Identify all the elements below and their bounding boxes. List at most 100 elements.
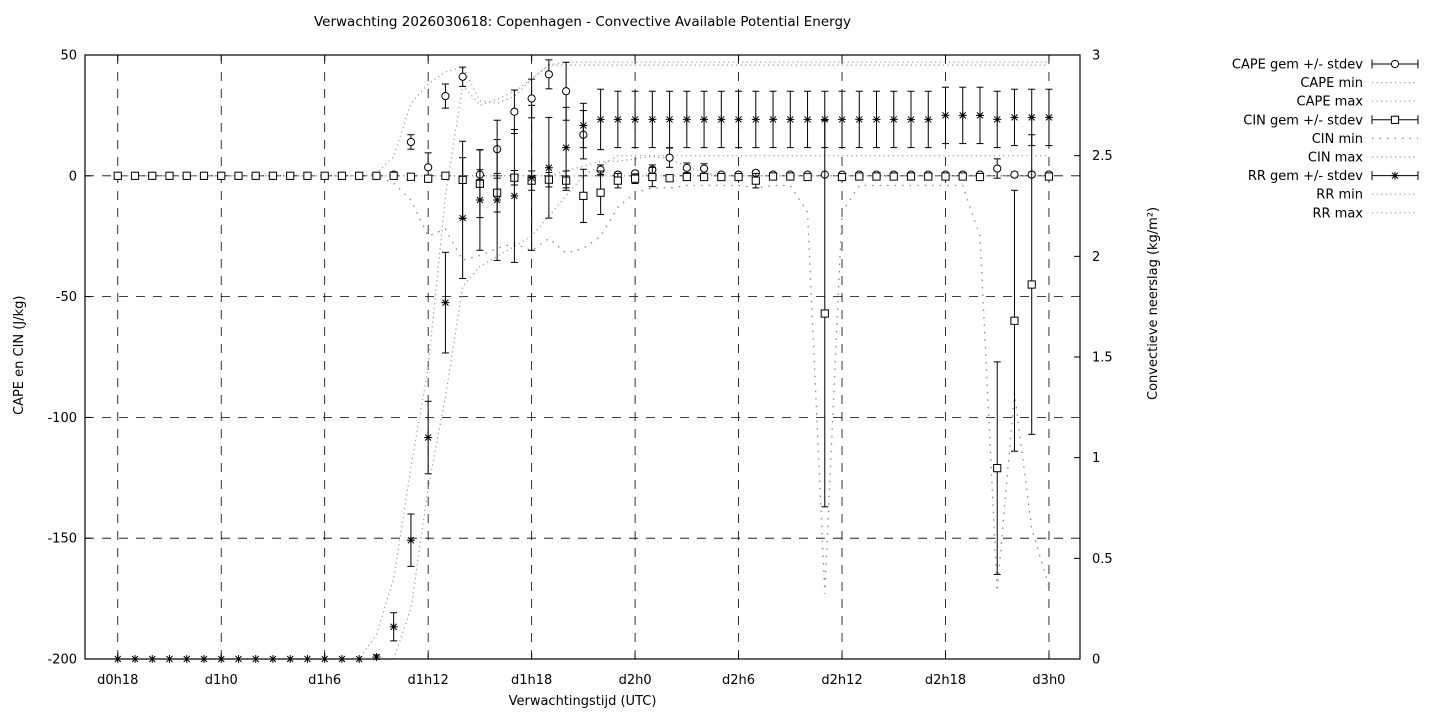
legend-entry: CAPE gem +/- stdev: [1232, 58, 1419, 73]
x-axis-label: Verwachtingstijd (UTC): [508, 694, 657, 709]
star-marker: [975, 111, 984, 120]
y-right-tick-label: 1: [1092, 451, 1100, 466]
y-right-tick-label: 3: [1092, 49, 1100, 64]
y-right-tick-label: 0.5: [1092, 552, 1113, 567]
x-tick-label: d1h0: [205, 673, 238, 688]
x-tick-label: d2h18: [925, 673, 966, 688]
legend-label: CIN min: [1312, 132, 1363, 147]
legend-entry: CIN min: [1312, 132, 1418, 147]
legend-entry: RR gem +/- stdev: [1248, 169, 1419, 184]
grid: [85, 55, 1080, 659]
star-marker: [734, 115, 743, 124]
legend-entry: CAPE min: [1300, 76, 1418, 91]
star-marker: [493, 195, 502, 204]
square-marker: [1027, 280, 1036, 289]
y-left-tick-label: -150: [47, 532, 77, 547]
star-marker: [993, 115, 1002, 124]
star-marker: [700, 115, 709, 124]
square-marker: [182, 171, 191, 180]
star-marker: [838, 115, 847, 124]
series-cape_max: [117, 61, 1049, 177]
star-marker: [786, 115, 795, 124]
legend-label: CAPE gem +/- stdev: [1232, 58, 1363, 73]
legend-label: CAPE min: [1300, 76, 1363, 91]
star-marker: [562, 143, 571, 152]
square-marker: [820, 309, 829, 318]
square-marker: [751, 176, 760, 185]
star-marker: [665, 115, 674, 124]
legend-label: RR gem +/- stdev: [1248, 169, 1363, 184]
y-left-tick-label: -200: [47, 653, 77, 668]
square-marker: [630, 174, 640, 183]
star-marker: [458, 214, 467, 223]
square-marker: [734, 172, 743, 182]
chart-title: Verwachting 2026030618: Copenhagen - Con…: [313, 14, 852, 30]
square-marker: [596, 188, 605, 197]
star-marker: [510, 191, 519, 200]
axes: [84, 54, 1081, 660]
star-marker: [372, 652, 381, 661]
square-marker: [717, 172, 726, 182]
square-marker: [648, 172, 657, 182]
square-marker: [958, 172, 967, 181]
square-marker: [889, 172, 898, 181]
star-marker: [769, 115, 778, 124]
square-marker: [768, 172, 778, 181]
circle-marker: [424, 163, 433, 172]
circle-marker: [562, 87, 571, 96]
star-marker: [958, 111, 967, 120]
square-marker: [148, 171, 157, 180]
square-marker: [251, 171, 260, 180]
star-marker: [527, 173, 536, 182]
legend-label: RR min: [1316, 188, 1363, 203]
circle-marker: [544, 70, 553, 79]
star-marker: [441, 298, 450, 307]
square-marker: [786, 172, 795, 181]
star-marker: [475, 195, 484, 204]
star-marker: [631, 115, 640, 124]
y-right-tick-label: 2: [1092, 250, 1100, 265]
star-marker: [941, 111, 950, 120]
star-marker: [544, 163, 553, 172]
square-marker: [217, 171, 226, 180]
square-marker: [699, 172, 709, 182]
circle-marker: [682, 163, 691, 172]
circle-marker: [458, 72, 467, 81]
legend-entry: CAPE max: [1297, 95, 1418, 110]
square-marker: [1010, 316, 1019, 325]
star-marker: [1010, 113, 1019, 122]
star-marker: [924, 115, 933, 124]
square-marker: [355, 171, 364, 180]
circle-marker: [993, 164, 1002, 173]
legend-label: RR max: [1312, 206, 1363, 221]
legend-entry: RR min: [1316, 188, 1418, 203]
star-marker: [907, 115, 916, 124]
square-marker: [924, 172, 933, 181]
y-right-tick-label: 2.5: [1092, 149, 1113, 164]
circle-marker: [699, 164, 709, 173]
star-marker: [613, 115, 622, 124]
square-marker: [130, 171, 140, 180]
square-marker: [837, 172, 847, 182]
star-marker: [872, 115, 881, 124]
legend-label: CIN max: [1308, 151, 1363, 166]
series-cin_gem: [113, 119, 1054, 575]
circle-marker: [1390, 59, 1400, 69]
x-tick-label: d2h12: [821, 673, 862, 688]
square-marker: [320, 171, 329, 180]
square-marker: [855, 172, 864, 181]
star-marker: [717, 115, 726, 124]
x-tick-label: d1h6: [308, 673, 341, 688]
square-marker: [303, 171, 312, 180]
star-marker: [889, 115, 898, 124]
circle-marker: [527, 94, 536, 103]
circle-marker: [441, 91, 450, 101]
square-marker: [682, 172, 691, 182]
square-marker: [975, 172, 985, 182]
x-tick-label: d1h12: [408, 673, 449, 688]
square-marker: [441, 171, 450, 180]
square-marker: [579, 191, 588, 200]
right-axis-label: Convectieve neerslag (kg/m²): [1146, 206, 1161, 400]
star-marker: [596, 115, 605, 124]
